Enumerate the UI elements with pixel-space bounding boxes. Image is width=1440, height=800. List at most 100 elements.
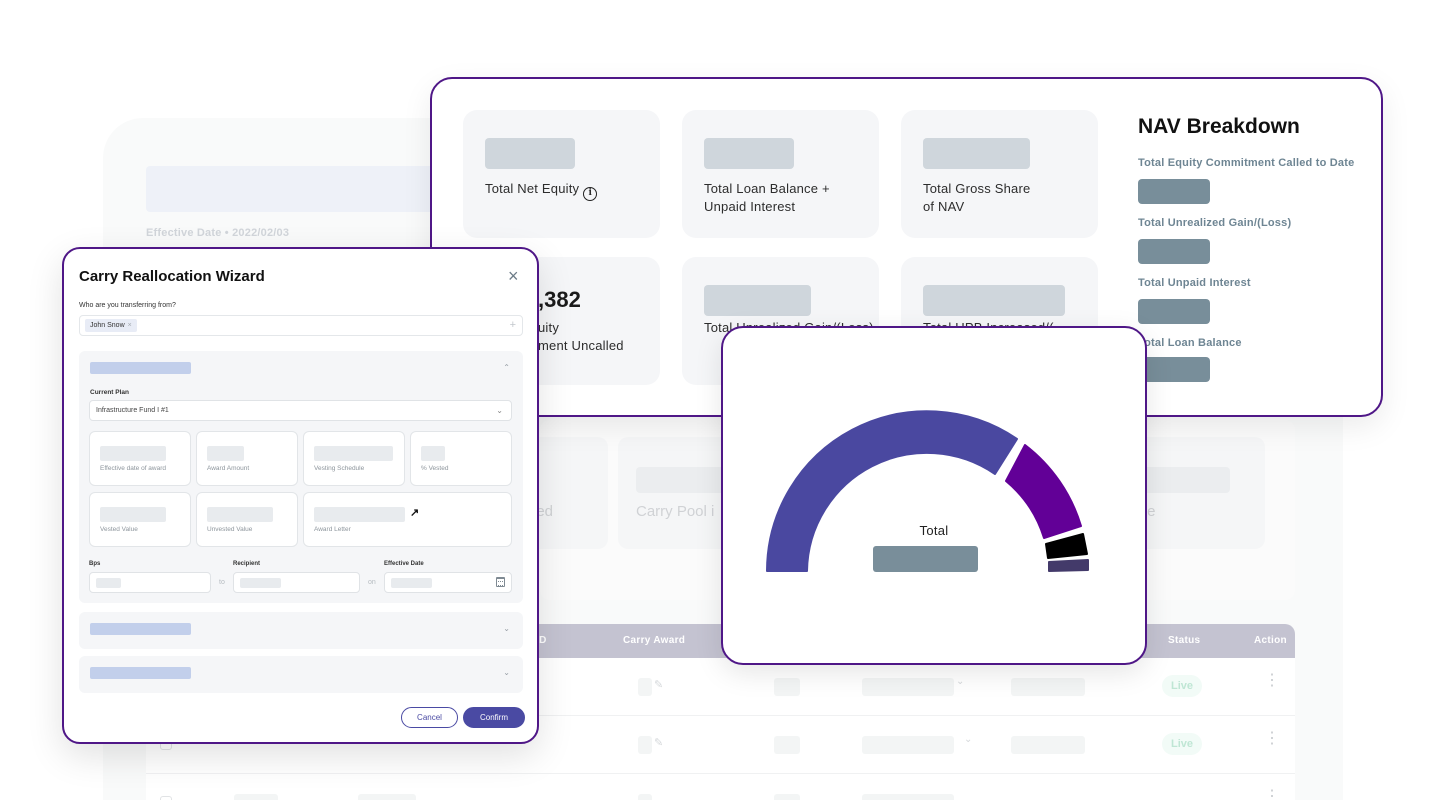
breakdown-label: Total Unrealized Gain/(Loss) (1138, 217, 1292, 229)
tile-award-amount: Award Amount (196, 431, 298, 486)
column-header-carry-award: Carry Award (623, 635, 686, 646)
value-placeholder (923, 138, 1030, 169)
accordion-section-expanded: ⌃ Current Plan Infrastructure Fund I #1 … (79, 351, 523, 603)
gauge-center-label: Total (919, 523, 949, 538)
kebab-menu-icon[interactable]: ⋮ (1264, 672, 1280, 689)
placeholder (421, 446, 445, 461)
placeholder (1011, 678, 1085, 696)
placeholder (1138, 467, 1230, 493)
column-header-status: Status (1168, 635, 1201, 646)
placeholder (207, 446, 244, 461)
add-icon[interactable]: + (509, 319, 516, 331)
placeholder (638, 794, 652, 800)
placeholder (358, 794, 416, 800)
placeholder (638, 736, 652, 754)
kpi-label: Total Gross Share of NAV (923, 181, 1031, 214)
accordion-section-collapsed[interactable]: ⌄ (79, 612, 523, 649)
kpi-card-total-net-equity: Total Net Equity i (463, 110, 660, 238)
tile-unvested-value: Unvested Value (196, 492, 298, 547)
transfer-from-input[interactable]: John Snow × + (79, 315, 523, 336)
pencil-icon[interactable]: ✎ (654, 737, 664, 749)
kpi-label: Total Loan Balance + Unpaid Interest (704, 181, 830, 214)
gauge-chart (766, 410, 1089, 572)
current-plan-label: Current Plan (90, 389, 130, 396)
nav-breakdown-title: NAV Breakdown (1138, 115, 1300, 138)
info-icon[interactable]: i (583, 187, 598, 201)
bps-label: Bps (89, 561, 101, 567)
accordion-title-placeholder (90, 667, 191, 679)
current-plan-select[interactable]: Infrastructure Fund I #1 ⌄ (89, 400, 512, 421)
wizard-title: Carry Reallocation Wizard (79, 268, 265, 285)
calendar-icon[interactable] (496, 577, 505, 587)
breakdown-label: Total Loan Balance (1138, 337, 1242, 349)
kpi-value: ,382 (538, 287, 581, 312)
selected-person-chip[interactable]: John Snow × (85, 319, 137, 332)
effective-date-input[interactable] (384, 572, 512, 593)
table-row[interactable]: ⋮ (146, 774, 1295, 800)
kpi-label-text: Total Net Equity (485, 181, 580, 196)
chevron-down-icon[interactable]: ⌄ (964, 734, 973, 745)
breakdown-label: Total Unpaid Interest (1138, 277, 1251, 289)
value-placeholder (485, 138, 575, 169)
row-checkbox[interactable] (160, 796, 172, 800)
gauge-segment-3 (1045, 533, 1088, 559)
cancel-button[interactable]: Cancel (401, 707, 458, 728)
placeholder (636, 467, 736, 493)
tile-label: % Vested (421, 465, 449, 472)
transfer-from-label: Who are you transferring from? (79, 302, 176, 309)
chevron-down-icon: ⌄ (496, 406, 503, 415)
gauge-segment-4 (1048, 559, 1089, 572)
gauge-segment-2 (1005, 444, 1082, 539)
breakdown-value-placeholder (1138, 239, 1210, 264)
tile-vesting-schedule: Vesting Schedule (303, 431, 405, 486)
accordion-title-placeholder (90, 623, 191, 635)
accordion-title-placeholder[interactable] (90, 362, 191, 374)
tile-award-letter[interactable]: ↗ Award Letter (303, 492, 512, 547)
pencil-icon[interactable]: ✎ (654, 679, 664, 691)
to-separator: to (219, 579, 225, 586)
chevron-down-icon[interactable]: ⌄ (503, 668, 510, 677)
kpi-card-total-gross-share: Total Gross Share of NAV (901, 110, 1098, 238)
column-header-action: Action (1254, 635, 1287, 646)
breakdown-value-placeholder (1138, 179, 1210, 204)
confirm-button[interactable]: Confirm (463, 707, 525, 728)
placeholder (862, 736, 954, 754)
placeholder (314, 446, 393, 461)
tile-label: Effective date of award (100, 465, 167, 472)
kpi-label: uity ment Uncalled (538, 320, 624, 353)
chevron-down-icon[interactable]: ⌄ (956, 676, 965, 687)
placeholder (774, 794, 800, 800)
placeholder (862, 794, 954, 800)
tile-label: Vested Value (100, 526, 138, 533)
column-header-id: ID (536, 635, 547, 646)
nav-summary-window: Total Net Equity i Total Loan Balance + U… (430, 77, 1383, 417)
kebab-menu-icon[interactable]: ⋮ (1264, 788, 1280, 800)
on-separator: on (368, 579, 376, 586)
placeholder (391, 578, 432, 588)
tile-percent-vested: % Vested (410, 431, 512, 486)
open-external-arrow-icon[interactable]: ↗ (410, 507, 420, 519)
kpi-label: Total Net Equity i (485, 180, 598, 201)
recipient-input[interactable] (233, 572, 360, 593)
recipient-label: Recipient (233, 561, 261, 567)
tile-vested-value: Vested Value (89, 492, 191, 547)
chip-remove-icon[interactable]: × (127, 322, 132, 329)
kebab-menu-icon[interactable]: ⋮ (1264, 730, 1280, 747)
accordion-section-collapsed[interactable]: ⌄ (79, 656, 523, 693)
tile-label: Award Letter (314, 526, 351, 533)
placeholder (100, 446, 166, 461)
breakdown-label: Total Equity Commitment Called to Date (1138, 157, 1355, 169)
placeholder (774, 678, 800, 696)
value-placeholder (704, 285, 811, 316)
gauge-segment-1 (766, 410, 1018, 572)
close-icon[interactable]: × (508, 266, 519, 286)
placeholder (240, 578, 281, 588)
background-banner-placeholder (146, 166, 446, 212)
bps-input[interactable] (89, 572, 211, 593)
chevron-up-icon[interactable]: ⌃ (503, 363, 510, 372)
placeholder (862, 678, 954, 696)
placeholder (207, 507, 273, 522)
tile-label: Vesting Schedule (314, 465, 365, 472)
chevron-down-icon[interactable]: ⌄ (503, 624, 510, 633)
placeholder (96, 578, 121, 588)
